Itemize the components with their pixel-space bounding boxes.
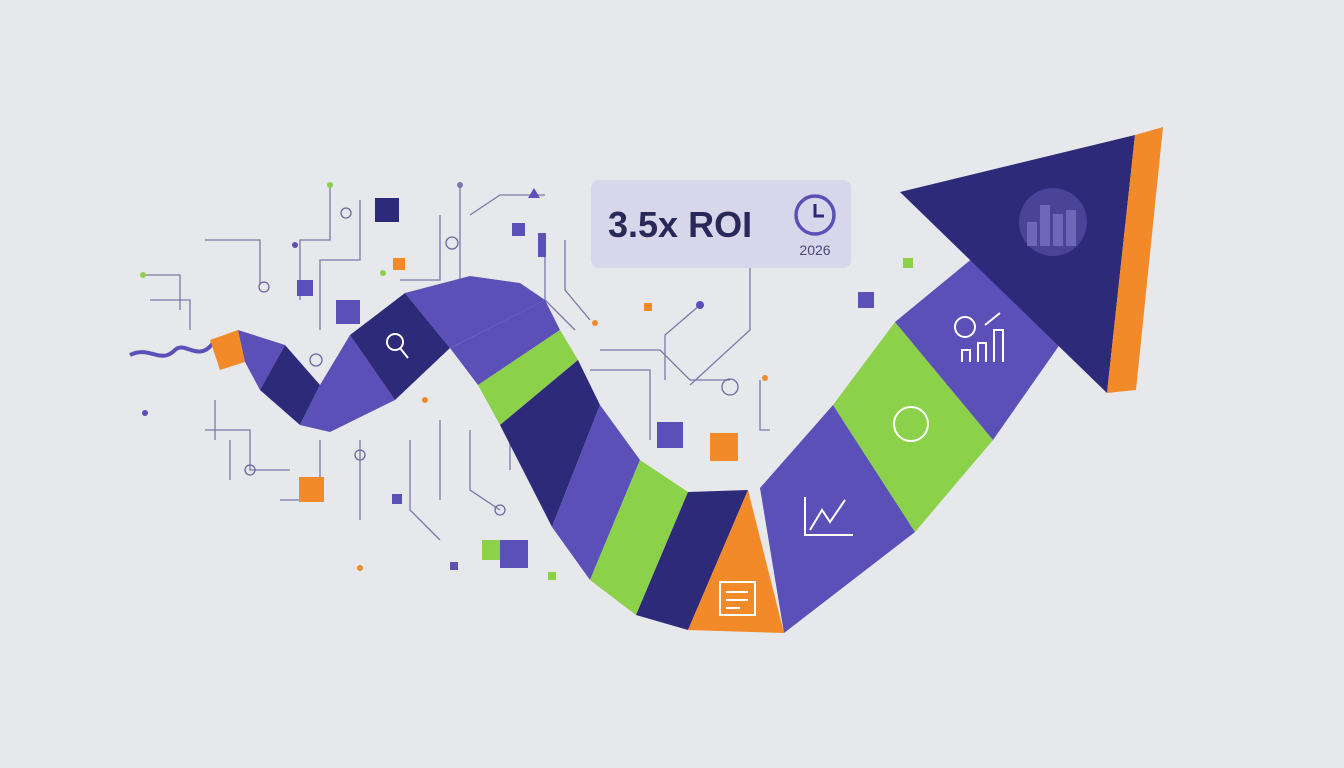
badge-title: 3.5x ROI	[608, 204, 752, 245]
squares	[297, 188, 913, 580]
badge-box	[591, 180, 851, 268]
clock-icon	[794, 194, 836, 236]
circuit-lines	[140, 182, 770, 571]
roi-badge: 3.5x ROI 2026	[591, 180, 851, 268]
ribbon	[129, 127, 1163, 633]
badge-year: 2026	[799, 242, 830, 258]
clock-hands	[813, 204, 824, 218]
